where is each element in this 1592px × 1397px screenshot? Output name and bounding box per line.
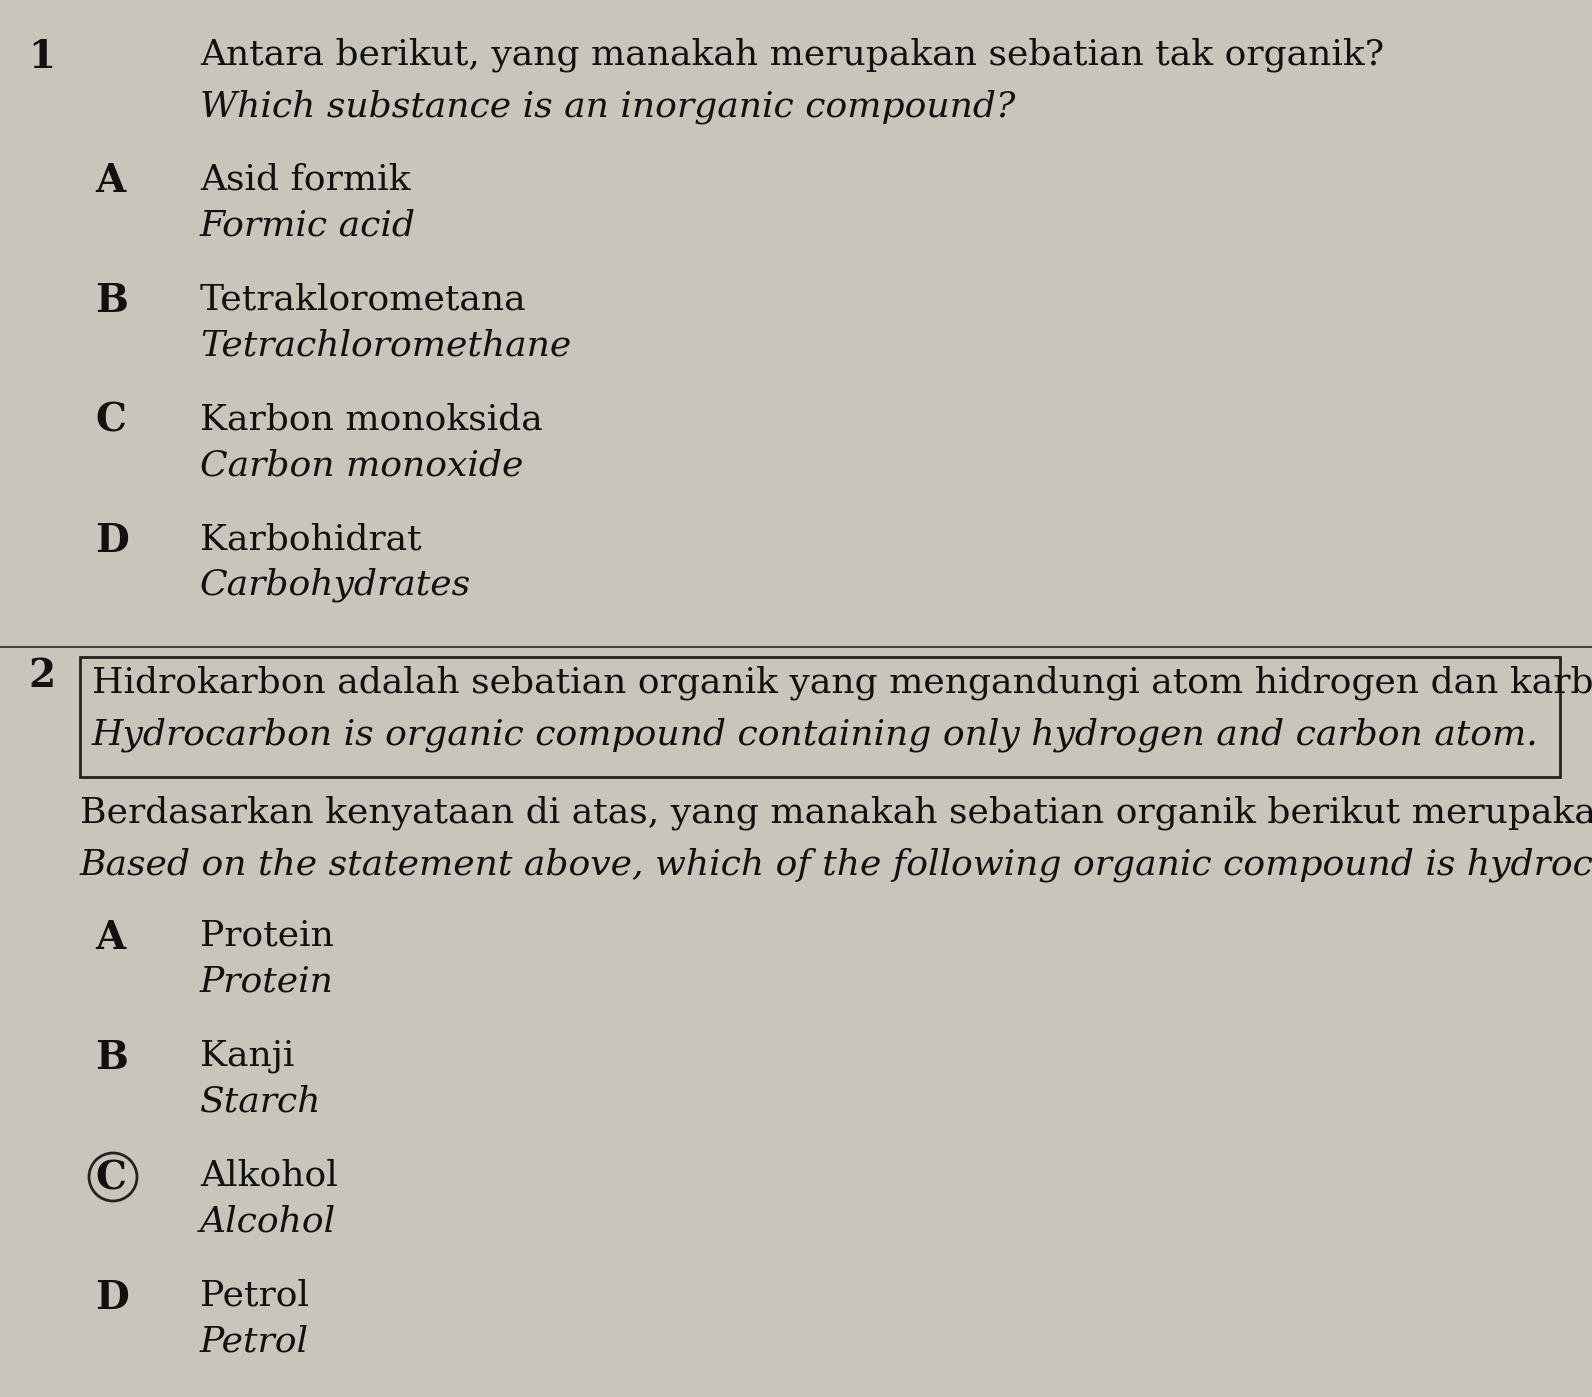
Text: A: A — [96, 162, 126, 200]
Text: Which substance is an inorganic compound?: Which substance is an inorganic compound… — [201, 89, 1016, 124]
Text: Starch: Starch — [201, 1085, 322, 1119]
Text: Hydrocarbon is organic compound containing only hydrogen and carbon atom.: Hydrocarbon is organic compound containi… — [92, 717, 1539, 752]
Text: D: D — [96, 522, 129, 560]
Bar — [80, 657, 1560, 777]
Text: Tetrachloromethane: Tetrachloromethane — [201, 328, 572, 362]
Text: Karbon monoksida: Karbon monoksida — [201, 402, 543, 436]
Text: C: C — [96, 402, 126, 440]
Text: Protein: Protein — [201, 965, 334, 999]
Text: Based on the statement above, which of the following organic compound is hydroca: Based on the statement above, which of t… — [80, 847, 1592, 882]
Text: A: A — [96, 919, 126, 957]
Text: Kanji: Kanji — [201, 1039, 295, 1073]
Text: Berdasarkan kenyataan di atas, yang manakah sebatian organik berikut merupakan h: Berdasarkan kenyataan di atas, yang mana… — [80, 795, 1592, 830]
Text: B: B — [96, 1039, 127, 1077]
Text: Petrol: Petrol — [201, 1280, 309, 1313]
Text: Formic acid: Formic acid — [201, 208, 416, 242]
Text: Alcohol: Alcohol — [201, 1206, 336, 1239]
Text: B: B — [96, 282, 127, 320]
Text: D: D — [96, 1280, 129, 1317]
Text: 2: 2 — [29, 657, 56, 694]
Text: Hidrokarbon adalah sebatian organik yang mengandungi atom hidrogen dan karbon sa: Hidrokarbon adalah sebatian organik yang… — [92, 665, 1592, 700]
Text: Carbohydrates: Carbohydrates — [201, 569, 471, 602]
Text: Petrol: Petrol — [201, 1324, 309, 1359]
Text: Protein: Protein — [201, 919, 334, 953]
Text: 1: 1 — [29, 38, 56, 75]
Text: Tetraklorometana: Tetraklorometana — [201, 282, 527, 316]
Text: Carbon monoxide: Carbon monoxide — [201, 448, 524, 482]
Text: Asid formik: Asid formik — [201, 162, 411, 196]
Text: Alkohol: Alkohol — [201, 1160, 338, 1193]
Text: C: C — [96, 1160, 126, 1197]
Text: Karbohidrat: Karbohidrat — [201, 522, 422, 556]
Text: Antara berikut, yang manakah merupakan sebatian tak organik?: Antara berikut, yang manakah merupakan s… — [201, 38, 1383, 73]
